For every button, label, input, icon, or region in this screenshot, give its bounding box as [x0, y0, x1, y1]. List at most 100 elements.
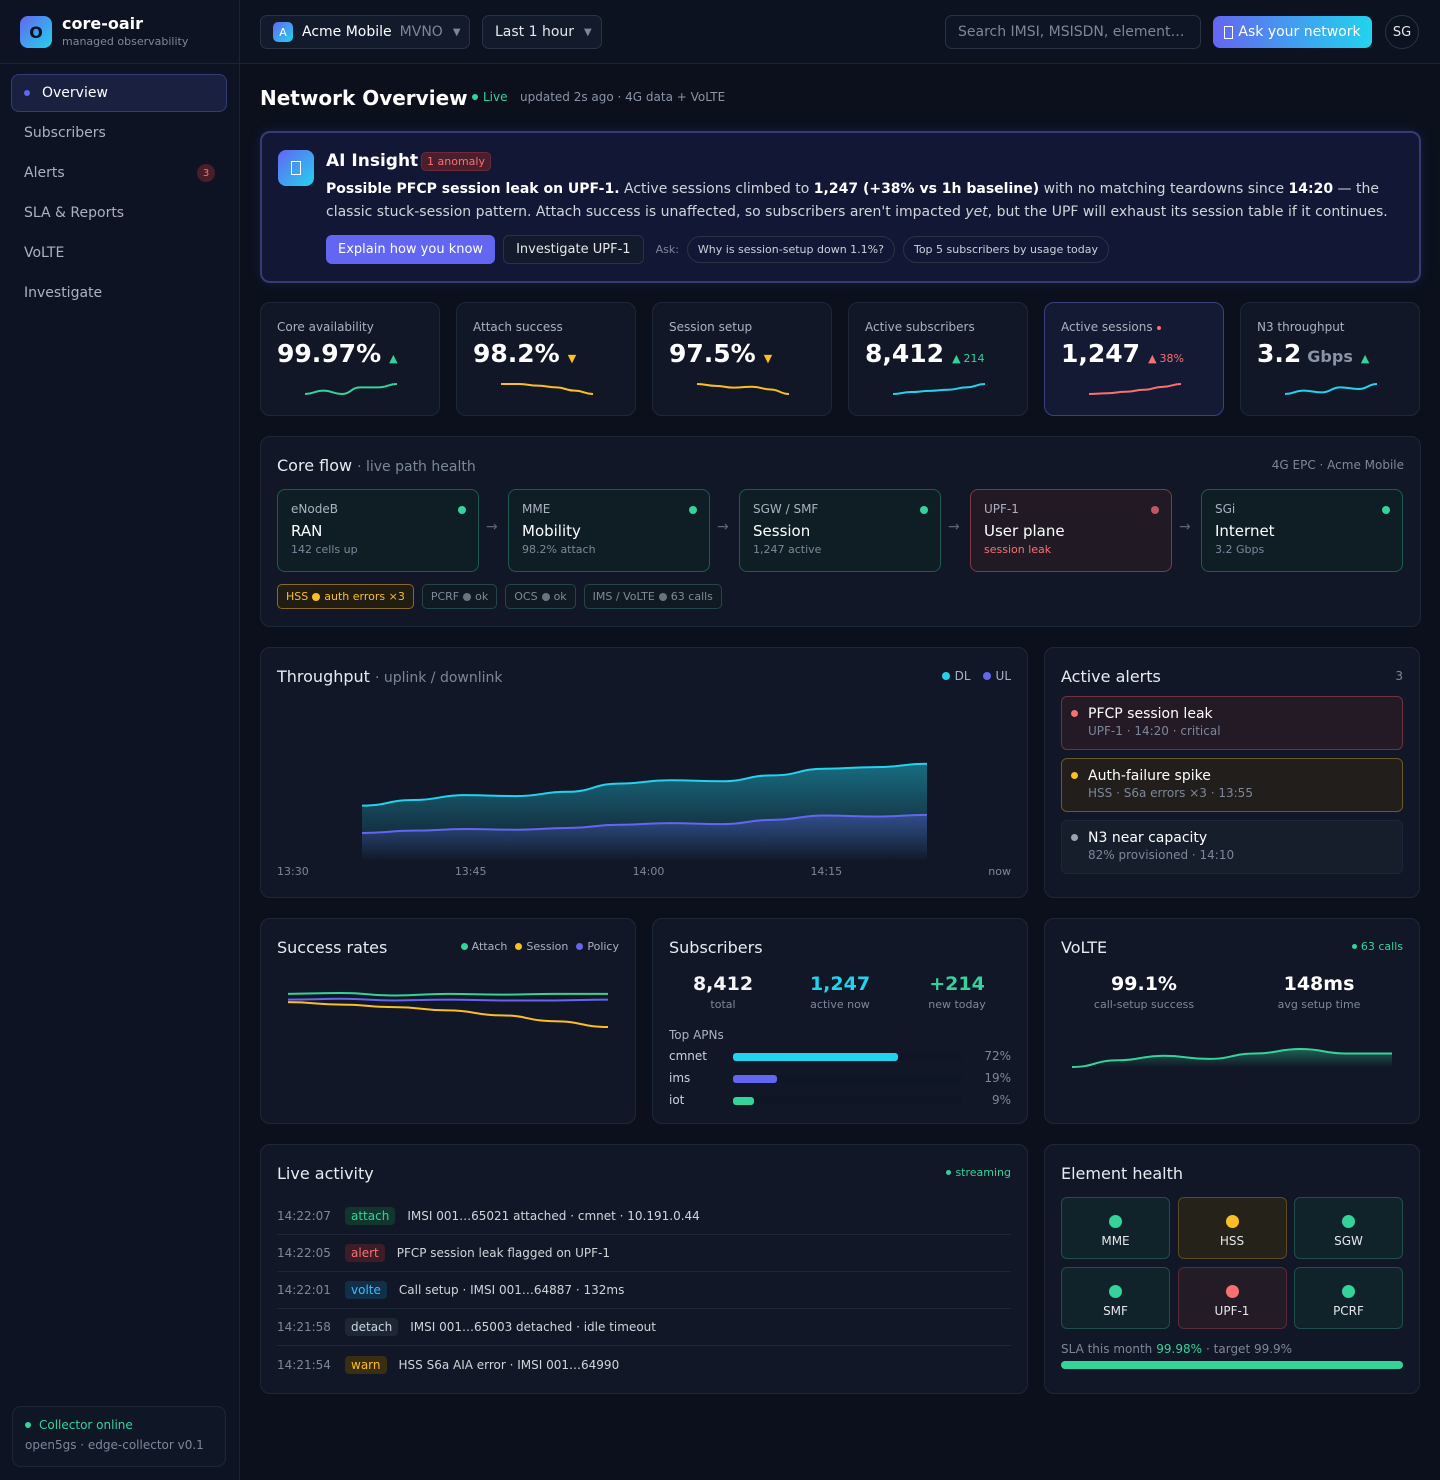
nav-item[interactable]: Overview: [11, 74, 227, 112]
flow-node[interactable]: eNodeB RAN 142 cells up: [277, 489, 479, 572]
nav-item[interactable]: VoLTE: [11, 234, 227, 272]
apn-title: Top APNs: [669, 1028, 724, 1042]
insight-badge: 1 anomaly: [421, 152, 491, 171]
line: [696, 383, 790, 395]
insight-title: AI Insight: [326, 151, 419, 171]
node-detail: 3.2 Gbps: [1215, 543, 1265, 556]
title: Live activity: [277, 1164, 374, 1183]
line: [1071, 1047, 1392, 1068]
nav-item[interactable]: Alerts 3: [11, 154, 227, 192]
kpi-card[interactable]: N3 throughput 3.2 Gbps ▲: [1240, 302, 1420, 416]
status-dot: [25, 1422, 31, 1428]
chip-dot: [463, 592, 472, 601]
ask-label: Ask:: [655, 243, 679, 256]
flow-node[interactable]: MME Mobility 98.2% attach: [508, 489, 710, 572]
kpi-value: 98.2%: [473, 339, 560, 368]
chart: [361, 762, 928, 861]
streaming-badge: streaming: [946, 1166, 1011, 1179]
kpi-label: Session setup: [669, 320, 752, 334]
element-name: HSS: [1219, 1234, 1245, 1248]
ask-label: Ask your network: [1238, 24, 1361, 40]
kpi-label-text: Attach success: [473, 320, 563, 334]
alert-item[interactable]: PFCP session leak UPF-1 · 14:20 · critica…: [1061, 696, 1403, 750]
secondary-button[interactable]: Investigate UPF-1: [503, 235, 644, 264]
element-tile[interactable]: UPF-1: [1177, 1267, 1287, 1329]
legend-label: Policy: [587, 940, 619, 953]
bar: [733, 1075, 777, 1083]
kpi-card[interactable]: Core availability 99.97% ▲: [260, 302, 440, 416]
kpi-card[interactable]: Attach success 98.2% ▼: [456, 302, 636, 416]
element-health-card: Element health MME HSS SGW SMF UPF-1 PCRF SLA t…: [1044, 1144, 1420, 1394]
alert-dot: [1156, 325, 1161, 330]
apn-value: 72%: [984, 1049, 1011, 1063]
search-box[interactable]: Search IMSI, MSISDN, element…: [945, 15, 1201, 49]
nav-item[interactable]: Subscribers: [11, 114, 227, 152]
title: Active alerts: [1061, 667, 1161, 686]
kpi-label-text: Session setup: [669, 320, 753, 334]
flow-node[interactable]: SGi Internet 3.2 Gbps: [1201, 489, 1403, 572]
collector-detail: open5gs · edge-collector v0.1: [25, 1438, 204, 1452]
text-segment: 14:20: [1288, 181, 1334, 197]
element-tile[interactable]: PCRF: [1294, 1267, 1403, 1329]
text-segment: yet: [965, 204, 988, 220]
ask-button[interactable]: Ask your network: [1213, 16, 1372, 48]
text-segment: 1,247 (+38% vs 1h baseline): [813, 181, 1040, 197]
flow-node[interactable]: UPF-1 User plane session leak: [970, 489, 1172, 572]
nav-item[interactable]: Investigate: [11, 274, 227, 312]
kpi-value: 8,412: [865, 339, 945, 368]
alert-detail: 82% provisioned · 14:10: [1088, 848, 1235, 862]
primary-button[interactable]: Explain how you know: [326, 235, 496, 264]
tenant-select[interactable]: A Acme Mobile MVNO ▼: [260, 15, 470, 49]
kpi-trend: ▲: [1360, 352, 1370, 365]
alert-title: Auth-failure spike: [1088, 768, 1211, 784]
line: [287, 991, 608, 997]
element-tile[interactable]: HSS: [1177, 1197, 1287, 1259]
alerts-card: Active alerts 3 PFCP session leak UPF-1 · 1…: [1044, 647, 1420, 898]
flow-node[interactable]: SGW / SMF Session 1,247 active: [739, 489, 941, 572]
nav-item[interactable]: SLA & Reports: [11, 194, 227, 232]
suggestion-chip[interactable]: Top 5 subscribers by usage today: [902, 236, 1110, 263]
legend: DL UL: [930, 669, 1011, 683]
element-tile[interactable]: SGW: [1294, 1197, 1403, 1259]
kpi-label: N3 throughput: [1257, 320, 1345, 334]
tag: detach: [345, 1318, 399, 1336]
line: [501, 383, 594, 395]
chip-status: 63 calls: [670, 590, 713, 603]
element-tile[interactable]: MME: [1061, 1197, 1170, 1259]
volte-badge: 63 calls: [1351, 940, 1403, 953]
sla-target: · target 99.9%: [1206, 1342, 1293, 1356]
avatar[interactable]: SG: [1385, 15, 1419, 49]
collector: Collector online open5gs · edge-collector…: [12, 1406, 226, 1467]
tenant-kind: MVNO: [399, 24, 443, 40]
kpi-trend: ▲: [1148, 352, 1157, 365]
kpi-trend: ▼: [567, 352, 577, 365]
x-tick-label: 13:45: [454, 865, 487, 878]
legend-item: Session: [515, 940, 568, 953]
sla-value: 99.98%: [1156, 1342, 1203, 1356]
legend-dot: [576, 943, 584, 950]
kpi-card[interactable]: Session setup 97.5% ▼: [652, 302, 832, 416]
alert-item[interactable]: N3 near capacity 82% provisioned · 14:10: [1061, 820, 1403, 874]
kpi-card[interactable]: Active sessions 1,247 ▲ 38%: [1044, 302, 1224, 416]
activity-card: Live activity streaming 14:22:07 attach IMSI…: [260, 1144, 1028, 1394]
legend-label: DL: [954, 669, 971, 683]
chip-name: IMS / VoLTE: [592, 590, 655, 603]
element-tile[interactable]: SMF: [1061, 1267, 1170, 1329]
kpi-label-text: N3 throughput: [1257, 320, 1345, 334]
kpi-value: 1,247: [1061, 339, 1141, 368]
legend-item: UL: [982, 669, 1011, 683]
stat: 99.1% call-setup success: [1069, 973, 1219, 1011]
collector-status: Collector online: [25, 1418, 213, 1432]
badge-text: streaming: [955, 1166, 1011, 1179]
kpi-value-row: 99.97% ▲: [277, 339, 398, 368]
kpi-card[interactable]: Active subscribers 8,412 ▲ 214: [848, 302, 1028, 416]
service-chip: PCRF ok: [421, 584, 498, 609]
apn-value: 19%: [984, 1071, 1011, 1085]
alert-item[interactable]: Auth-failure spike HSS · S6a errors ×3 · …: [1061, 758, 1403, 812]
chart: [501, 383, 594, 395]
suggestion-chip[interactable]: Why is session-setup down 1.1%?: [686, 236, 895, 263]
element-name: UPF-1: [1214, 1304, 1250, 1318]
text-segment: with no matching teardowns since: [1039, 181, 1289, 197]
event-text: IMSI 001…65003 detached · idle timeout: [410, 1320, 656, 1334]
range-select[interactable]: Last 1 hour ▼: [482, 15, 602, 49]
